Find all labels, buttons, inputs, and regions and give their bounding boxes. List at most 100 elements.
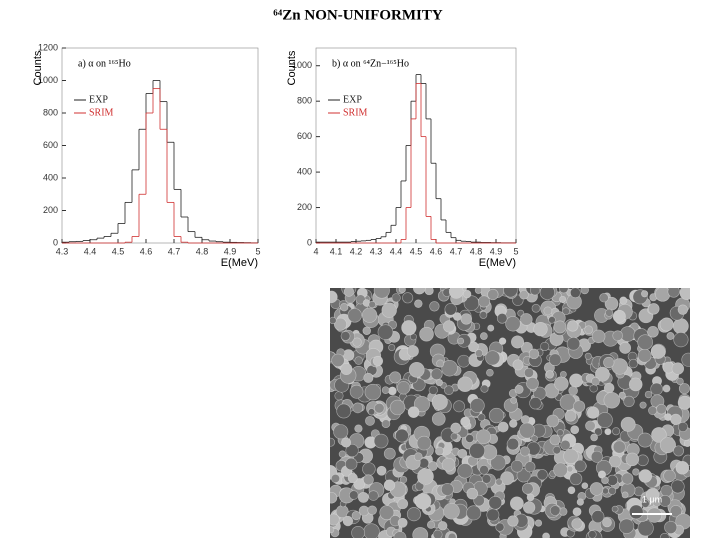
sem-grain	[621, 472, 634, 485]
sem-grain	[526, 377, 539, 390]
sem-grain	[673, 445, 684, 457]
sem-grain	[618, 518, 635, 534]
sem-grain	[516, 468, 531, 483]
sem-grain	[338, 450, 347, 458]
sem-grain	[567, 320, 579, 332]
sem-grain	[413, 452, 423, 462]
sem-grain	[645, 487, 660, 502]
sem-grain	[466, 487, 479, 500]
sem-grain	[506, 437, 520, 451]
y-tick-label: 200	[297, 202, 312, 212]
sem-grain	[540, 341, 550, 352]
sem-grain	[430, 368, 443, 381]
sem-grain	[340, 331, 351, 341]
sem-grain	[447, 532, 457, 538]
sem-grain	[357, 491, 369, 503]
y-tick-label: 600	[297, 131, 312, 141]
sem-grain	[407, 406, 420, 418]
sem-grain	[450, 422, 462, 434]
sem-grain	[623, 395, 635, 408]
sem-grain	[486, 508, 500, 522]
sem-grain	[545, 370, 554, 379]
sem-grain	[477, 413, 486, 422]
sem-grain	[383, 447, 396, 460]
sem-grain	[383, 479, 396, 491]
sem-grain	[505, 316, 521, 332]
sem-grain	[412, 527, 429, 538]
sem-grain	[330, 437, 336, 447]
sem-grain	[479, 465, 489, 475]
sem-grain	[341, 437, 352, 448]
sem-grain	[637, 334, 653, 351]
sem-grain	[381, 302, 397, 318]
sem-grain	[620, 416, 636, 432]
sem-grain	[511, 335, 525, 349]
sem-grain	[669, 505, 682, 518]
sem-grain	[531, 435, 538, 442]
sem-grain	[480, 384, 489, 393]
sem-grain	[676, 377, 684, 386]
sem-grain	[402, 292, 414, 304]
y-tick-label: 400	[297, 166, 312, 176]
sem-grain	[641, 290, 649, 298]
sem-grain	[563, 448, 579, 464]
x-tick-label: 4.9	[224, 246, 237, 256]
sem-grain	[677, 304, 689, 315]
sem-grain	[549, 505, 561, 516]
sem-grain	[666, 332, 675, 340]
sem-grain	[436, 359, 445, 368]
sem-grain	[488, 407, 505, 424]
sem-grain	[603, 356, 615, 369]
sem-grain	[374, 402, 385, 414]
sem-grain	[602, 517, 612, 528]
sem-grain	[562, 307, 570, 316]
sem-grain	[334, 391, 344, 401]
sem-grain	[605, 308, 614, 317]
y-tick-label: 800	[43, 107, 58, 117]
sem-grain	[488, 496, 503, 510]
sem-grain	[440, 482, 454, 496]
sem-grain	[656, 403, 667, 415]
legend-label: SRIM	[343, 107, 368, 118]
sem-grain	[648, 405, 658, 416]
sem-grain	[462, 289, 472, 299]
sem-grain	[566, 465, 574, 473]
sem-grain	[675, 461, 690, 475]
sem-grain	[509, 419, 518, 428]
sem-grain	[584, 325, 593, 335]
sem-grain	[672, 318, 689, 335]
sem-grain	[659, 437, 676, 454]
sem-grain	[612, 427, 621, 436]
sem-grain	[469, 442, 486, 459]
x-tick-label: 5	[513, 246, 518, 256]
y-tick-label: 400	[43, 172, 58, 182]
sem-grain	[628, 504, 644, 520]
sem-grain	[660, 484, 673, 497]
sem-grain	[345, 443, 359, 458]
y-axis-label: Counts	[32, 50, 44, 85]
y-tick-label: 1000	[292, 60, 312, 70]
sem-grain	[442, 320, 456, 333]
sem-grain	[431, 412, 446, 426]
sem-grain	[650, 344, 666, 359]
sem-grain	[330, 526, 335, 534]
sem-grain	[469, 398, 485, 413]
sem-grain	[554, 376, 569, 391]
sem-grain	[457, 337, 465, 345]
sem-grain	[549, 434, 561, 446]
sem-grain	[416, 435, 432, 451]
sem-grain	[497, 421, 509, 433]
y-tick-label: 200	[43, 205, 58, 215]
sem-grain	[381, 419, 391, 428]
x-tick-label: 4.2	[350, 246, 363, 256]
sem-grain	[330, 316, 337, 325]
sem-grain	[481, 474, 492, 484]
sem-grain	[413, 396, 431, 413]
panel-annotation: a) α on ¹⁶⁵Ho	[78, 58, 131, 69]
sem-grain	[368, 490, 379, 501]
scale-label: 1 μm	[642, 494, 662, 504]
sem-grain	[336, 403, 352, 419]
sem-grain	[408, 361, 425, 378]
sem-grain	[663, 469, 676, 483]
